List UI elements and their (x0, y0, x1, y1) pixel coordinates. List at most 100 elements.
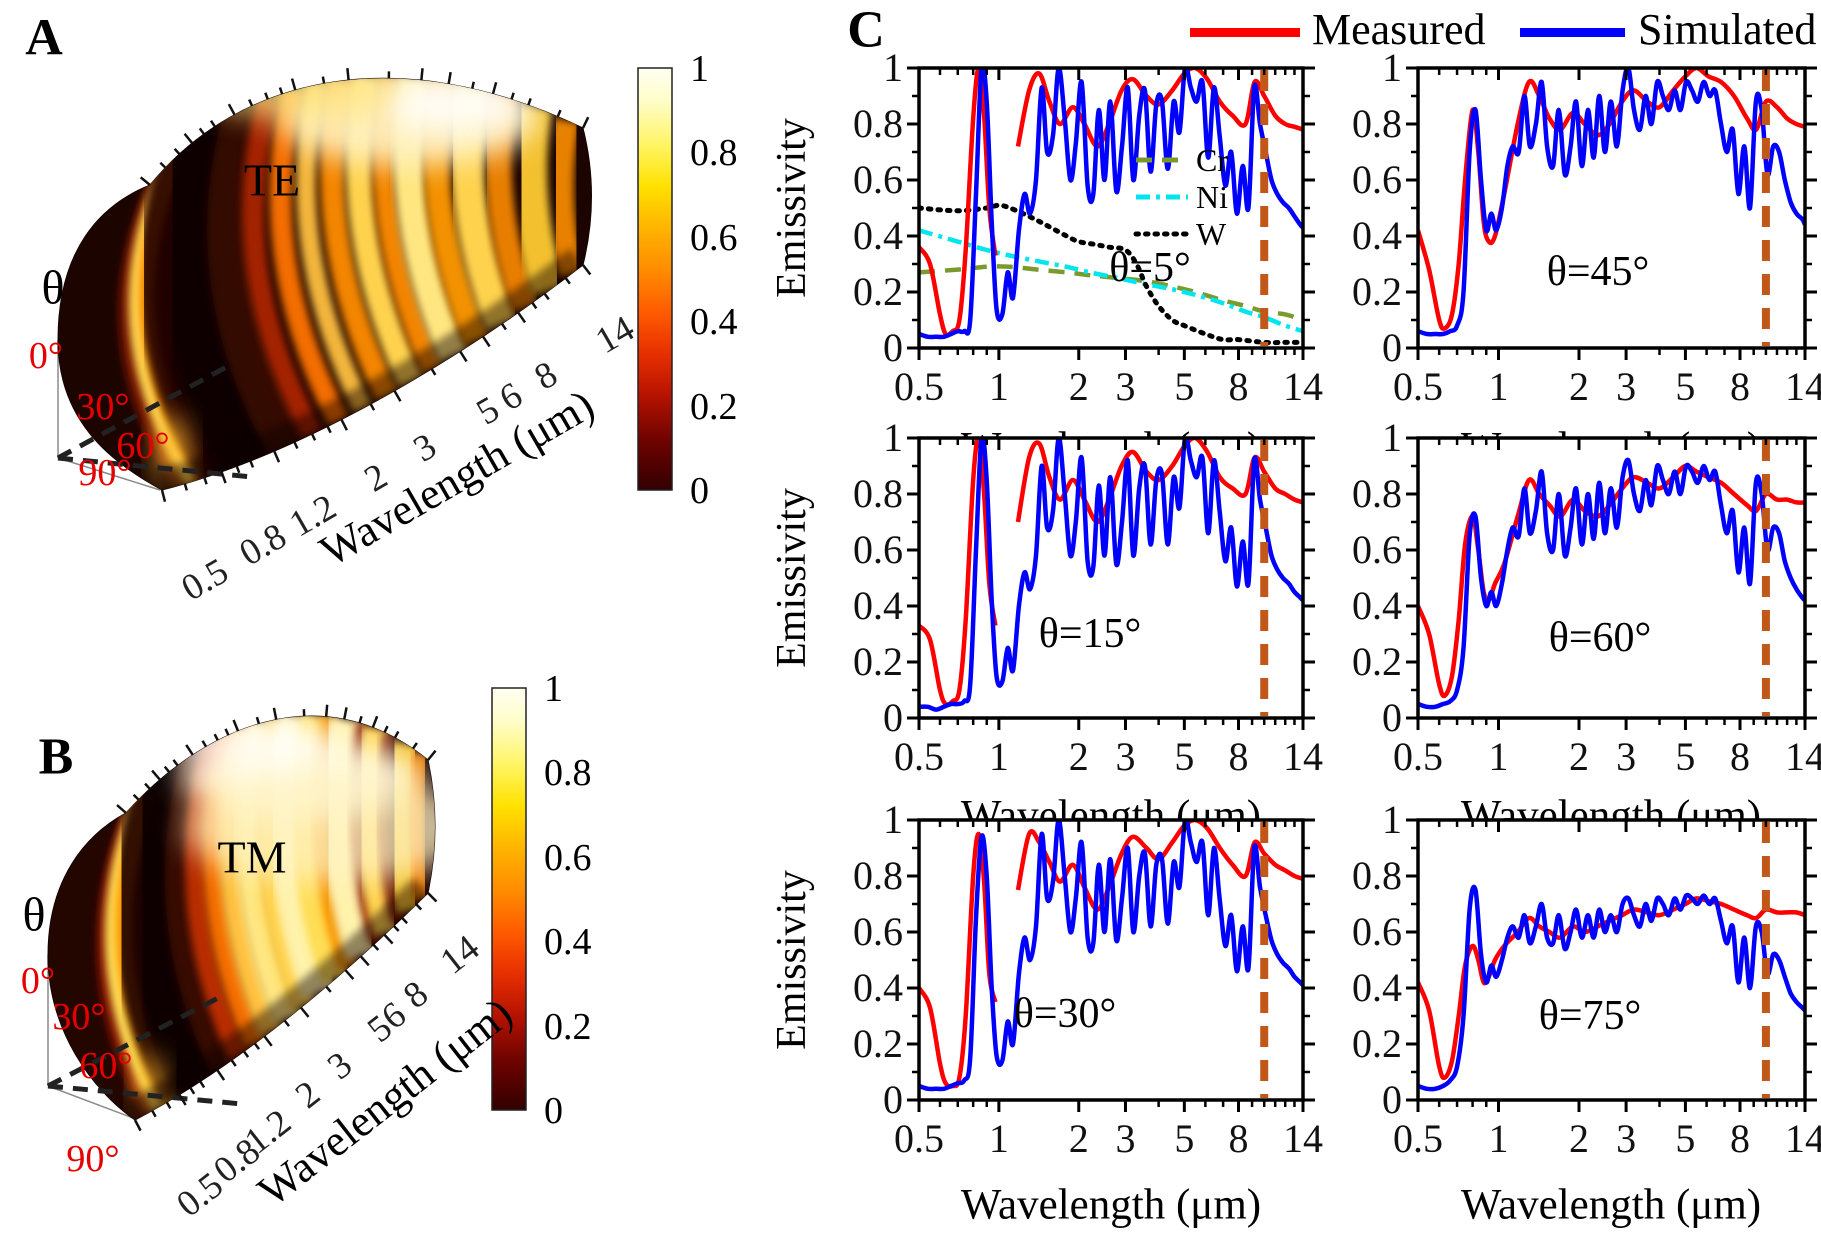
x-tick-label: 8 (1730, 364, 1750, 409)
curves-group (919, 438, 1303, 712)
annotation-theta15: θ=15° (1038, 611, 1142, 657)
wavelength-axis-tick (321, 76, 326, 84)
wavelength-axis-tick (185, 744, 194, 756)
x-tick-label: 1 (989, 364, 1009, 409)
wavelength-axis-tick (272, 707, 278, 720)
x-tick-label: 3 (1115, 364, 1135, 409)
x-tick-label: 0.5 (1393, 1116, 1443, 1161)
x-tick-label: 5 (1174, 734, 1194, 779)
wavelength-axis-tick (344, 969, 355, 980)
wavelength-axis-tick (230, 1059, 237, 1067)
wavelength-axis-tick (372, 943, 380, 951)
wavelength-axis-tick (243, 1050, 250, 1058)
colorbar-tick-label: 0.2 (544, 1005, 592, 1048)
curves-group (1418, 457, 1805, 710)
theta-angle-label: 30° (52, 996, 106, 1038)
wavelength-axis-tick (227, 103, 236, 116)
tm-label: TM (217, 831, 287, 883)
measured-curve (919, 438, 1303, 707)
y-tick-label: 0.6 (853, 157, 903, 202)
wavelength-axis-tick (213, 733, 219, 741)
y-tick-label: 0.6 (853, 527, 903, 572)
wavelength-axis-tick (447, 71, 452, 85)
x-tick-label: 3 (1616, 364, 1636, 409)
bright-glow (172, 716, 332, 768)
wavelength-axis-tick (248, 99, 254, 107)
wavelength-axis-tick (383, 933, 394, 945)
theta-angle-label: 60° (116, 425, 170, 467)
emission-band (159, 111, 289, 478)
x-tick-label: 8 (1229, 1116, 1249, 1161)
simulated-curve (919, 820, 1303, 1092)
y-tick-label: 1 (883, 797, 903, 842)
wavelength-axis-tick (325, 985, 332, 993)
wavelength-axis-tick (556, 109, 562, 118)
wavelength-axis-tick (427, 892, 438, 903)
y-tick-label: 0.6 (1352, 157, 1402, 202)
y-tick-label: 0 (1382, 695, 1402, 740)
colorbar (491, 687, 527, 1111)
y-tick-label: 0 (1382, 1077, 1402, 1122)
wavelength-axis-tick (369, 403, 376, 411)
ni-legend-label: Ni (1196, 179, 1228, 215)
theta-angle-label: 60° (79, 1045, 133, 1087)
wavelength-axis-tick (543, 292, 550, 301)
te-label: TE (243, 154, 301, 206)
x-tick-label: 5 (1675, 1116, 1695, 1161)
x-tick-label: 1 (1489, 1116, 1509, 1161)
wavelength-axis-tick (510, 92, 515, 100)
wavelength-axis-tick (235, 465, 241, 474)
colorbar-tick-label: 0.6 (544, 836, 592, 879)
theta-symbol-b: θ (22, 888, 46, 942)
xaxis-label-row3-right: Wavelength (μm) (1460, 1181, 1762, 1229)
wavelength-axis-tick (415, 903, 423, 911)
y-tick-label: 0.2 (1352, 269, 1402, 314)
y-tick-label: 0.4 (1352, 583, 1402, 628)
y-tick-label: 0.6 (1352, 527, 1402, 572)
simulated-legend-label: Simulated (1638, 5, 1817, 54)
wavelength-axis-tick (253, 1042, 261, 1050)
y-tick-label: 1 (883, 45, 903, 90)
cr-legend-label: Cr (1196, 142, 1228, 178)
emission-band (242, 96, 323, 439)
theta-angle-label: 30° (76, 386, 130, 428)
wavelength-axis-tick (427, 749, 437, 761)
curves-group (1418, 884, 1805, 1092)
wavelength-axis-tick (517, 311, 527, 324)
emissivity-plot-60deg: 0.5 1 2 3 5 8 14 0 0.2 0.4 0.6 0.8 1 (1352, 415, 1821, 779)
annotation-theta75: θ=75° (1538, 993, 1642, 1039)
bright-glow (385, 78, 525, 133)
wavelength-axis-tick (420, 68, 424, 81)
measured-curve (1418, 68, 1805, 332)
wavelength-axis-tick (581, 116, 590, 129)
wavelength-axis-tick (371, 715, 379, 728)
wavelength-axis-tick (340, 418, 348, 431)
y-tick-label: 0.4 (1352, 965, 1402, 1010)
angle-guide-dashed-line (46, 993, 224, 1089)
wavelength-axis-tick (290, 78, 297, 91)
y-tick-label: 0 (883, 695, 903, 740)
emission-band (206, 103, 304, 456)
wavelength-axis-tick (293, 441, 299, 450)
wavelength-axis-tick (220, 471, 227, 484)
simulated-curve (919, 438, 1303, 712)
x-tick-label: 5 (1174, 1116, 1194, 1161)
wavelength-axis-tick (249, 460, 255, 468)
wavelength-axis-tick (393, 390, 402, 402)
colorbar-tick-label: 0.6 (690, 216, 738, 259)
yaxis-label-row3: Emissivity (769, 870, 815, 1050)
wavelength-axis-tick (411, 742, 418, 750)
x-tick-label: 0.5 (894, 1116, 944, 1161)
wavelength-axis-tick (139, 176, 151, 186)
wavelength-axis-tick (132, 793, 140, 801)
wavelength-axis-tick (359, 955, 370, 967)
wavelength-axis-tick (401, 917, 408, 924)
wavelength-axis-tick (392, 925, 400, 932)
xaxis-label-row3-left: Wavelength (μm) (960, 1181, 1262, 1229)
wavelength-axis-tick (264, 92, 270, 100)
emissivity-plot-45deg: 0.5 1 2 3 5 8 14 0 0.2 0.4 0.6 0.8 1 (1352, 45, 1821, 409)
wavelength-axis-tick (216, 1069, 226, 1081)
angle-guide-dashed-line (47, 1083, 243, 1107)
emission-band (511, 104, 566, 296)
x-tick-label: 8 (1229, 734, 1249, 779)
